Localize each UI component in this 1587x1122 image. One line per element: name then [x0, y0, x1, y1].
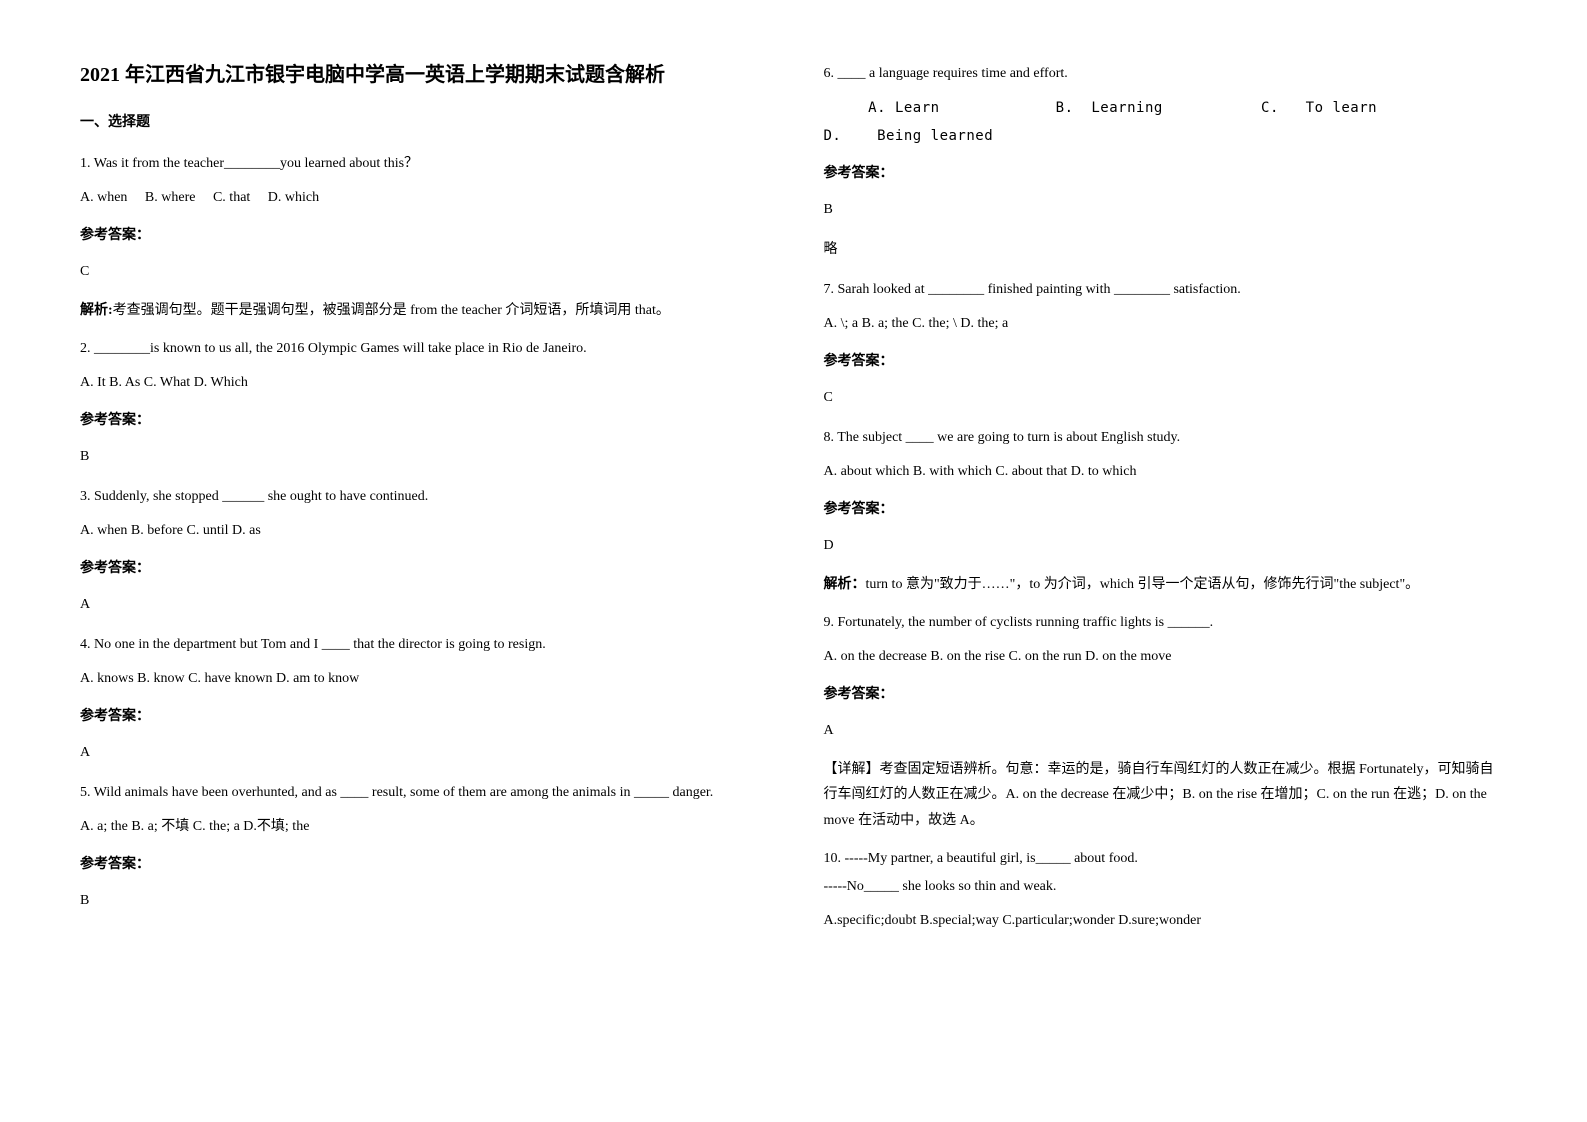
answer-label: 参考答案：	[824, 160, 1508, 188]
question-text: 4. No one in the department but Tom and …	[80, 631, 764, 659]
question-9: 9. Fortunately, the number of cyclists r…	[824, 609, 1508, 833]
explanation: 解析:考查强调句型。题干是强调句型，被强调部分是 from the teache…	[80, 298, 764, 323]
question-4: 4. No one in the department but Tom and …	[80, 631, 764, 767]
answer-label: 参考答案：	[824, 348, 1508, 376]
question-1: 1. Was it from the teacher________you le…	[80, 150, 764, 323]
question-options: A. about which B. with which C. about th…	[824, 458, 1508, 486]
answer-label: 参考答案：	[80, 407, 764, 435]
question-6: 6. ____ a language requires time and eff…	[824, 60, 1508, 264]
answer-note: 略	[824, 236, 1508, 264]
question-options: A. Learn B. Learning C. To learn D. Bein…	[824, 94, 1508, 150]
answer-value: C	[80, 258, 764, 286]
question-options: A. It B. As C. What D. Which	[80, 369, 764, 397]
section-heading: 一、选择题	[80, 110, 764, 135]
answer-label: 参考答案：	[80, 222, 764, 250]
answer-label: 参考答案：	[824, 496, 1508, 524]
question-2: 2. ________is known to us all, the 2016 …	[80, 335, 764, 471]
left-column: 2021 年江西省九江市银宇电脑中学高一英语上学期期末试题含解析 一、选择题 1…	[80, 60, 764, 947]
question-text: 8. The subject ____ we are going to turn…	[824, 424, 1508, 452]
question-text: 3. Suddenly, she stopped ______ she ough…	[80, 483, 764, 511]
question-text-2: -----No_____ she looks so thin and weak.	[824, 873, 1508, 901]
answer-value: A	[80, 739, 764, 767]
answer-label: 参考答案：	[80, 555, 764, 583]
question-options: A. on the decrease B. on the rise C. on …	[824, 643, 1508, 671]
question-text: 7. Sarah looked at ________ finished pai…	[824, 276, 1508, 304]
answer-value: B	[80, 887, 764, 915]
question-text: 5. Wild animals have been overhunted, an…	[80, 779, 764, 807]
answer-value: A	[80, 591, 764, 619]
explanation-text: 考查强调句型。题干是强调句型，被强调部分是 from the teacher 介…	[113, 303, 670, 318]
question-options: A.specific;doubt B.special;way C.particu…	[824, 907, 1508, 935]
explanation-text: 【详解】考查固定短语辨析。句意：幸运的是，骑自行车闯红灯的人数正在减少。根据 F…	[824, 757, 1508, 833]
question-10: 10. -----My partner, a beautiful girl, i…	[824, 845, 1508, 935]
answer-value: B	[824, 196, 1508, 224]
answer-label: 参考答案：	[80, 703, 764, 731]
answer-value: C	[824, 384, 1508, 412]
question-options: A. knows B. know C. have known D. am to …	[80, 665, 764, 693]
question-options: A. a; the B. a; 不填 C. the; a D.不填; the	[80, 813, 764, 841]
answer-label: 参考答案：	[80, 851, 764, 879]
explanation-label: 解析：	[824, 577, 866, 592]
question-3: 3. Suddenly, she stopped ______ she ough…	[80, 483, 764, 619]
explanation: 解析：turn to 意为"致力于……"，to 为介词，which 引导一个定语…	[824, 572, 1508, 597]
question-text: 6. ____ a language requires time and eff…	[824, 60, 1508, 88]
explanation-text: turn to 意为"致力于……"，to 为介词，which 引导一个定语从句，…	[866, 577, 1420, 592]
question-8: 8. The subject ____ we are going to turn…	[824, 424, 1508, 597]
answer-value: A	[824, 717, 1508, 745]
question-text-1: 10. -----My partner, a beautiful girl, i…	[824, 845, 1508, 873]
document-page: 2021 年江西省九江市银宇电脑中学高一英语上学期期末试题含解析 一、选择题 1…	[80, 60, 1507, 947]
question-5: 5. Wild animals have been overhunted, an…	[80, 779, 764, 915]
question-options: A. when B. before C. until D. as	[80, 517, 764, 545]
answer-value: D	[824, 532, 1508, 560]
answer-value: B	[80, 443, 764, 471]
explanation-label: 解析:	[80, 303, 113, 318]
question-text: 9. Fortunately, the number of cyclists r…	[824, 609, 1508, 637]
right-column: 6. ____ a language requires time and eff…	[824, 60, 1508, 947]
question-options: A. when B. where C. that D. which	[80, 184, 764, 212]
question-text: 2. ________is known to us all, the 2016 …	[80, 335, 764, 363]
document-title: 2021 年江西省九江市银宇电脑中学高一英语上学期期末试题含解析	[80, 60, 764, 90]
answer-label: 参考答案：	[824, 681, 1508, 709]
question-text: 1. Was it from the teacher________you le…	[80, 150, 764, 178]
question-7: 7. Sarah looked at ________ finished pai…	[824, 276, 1508, 412]
question-options: A. \; a B. a; the C. the; \ D. the; a	[824, 310, 1508, 338]
